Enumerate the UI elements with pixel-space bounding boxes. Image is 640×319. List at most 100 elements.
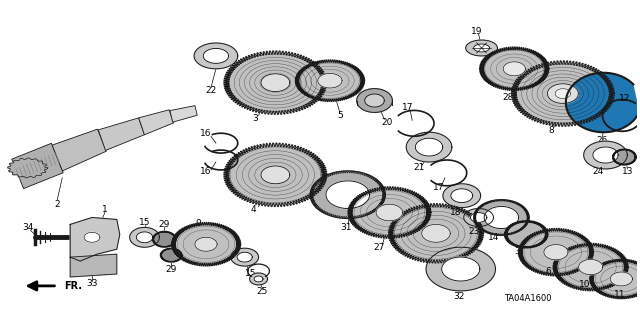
Polygon shape xyxy=(518,228,593,276)
Text: 3: 3 xyxy=(253,114,259,123)
Polygon shape xyxy=(422,225,451,242)
Polygon shape xyxy=(204,48,228,63)
Text: 32: 32 xyxy=(453,292,465,301)
Text: 28: 28 xyxy=(502,93,514,102)
Polygon shape xyxy=(479,47,549,91)
Text: 25: 25 xyxy=(257,287,268,296)
Polygon shape xyxy=(584,141,627,169)
Polygon shape xyxy=(474,200,529,235)
Polygon shape xyxy=(139,110,173,135)
Text: 34: 34 xyxy=(22,223,33,232)
Polygon shape xyxy=(356,89,392,112)
Text: 16: 16 xyxy=(200,129,212,138)
Polygon shape xyxy=(318,73,342,88)
Polygon shape xyxy=(310,171,385,219)
Text: 6: 6 xyxy=(545,266,551,276)
Polygon shape xyxy=(231,248,259,266)
Polygon shape xyxy=(464,209,493,226)
Text: 33: 33 xyxy=(86,279,98,288)
Polygon shape xyxy=(250,273,268,285)
Polygon shape xyxy=(484,206,518,228)
Polygon shape xyxy=(612,149,636,165)
Polygon shape xyxy=(195,237,217,251)
Text: 5: 5 xyxy=(337,111,342,120)
Polygon shape xyxy=(547,84,579,103)
Polygon shape xyxy=(152,231,176,247)
Text: 4: 4 xyxy=(251,205,257,214)
Polygon shape xyxy=(593,147,618,163)
Text: 8: 8 xyxy=(548,126,554,135)
Polygon shape xyxy=(553,243,628,291)
Text: 17: 17 xyxy=(401,103,413,112)
Polygon shape xyxy=(136,232,153,243)
Polygon shape xyxy=(611,272,632,286)
Text: TA04A1600: TA04A1600 xyxy=(504,294,552,303)
Polygon shape xyxy=(388,204,484,263)
Polygon shape xyxy=(442,257,480,281)
Text: 17: 17 xyxy=(433,183,445,192)
Polygon shape xyxy=(254,276,263,282)
Polygon shape xyxy=(376,204,403,221)
Text: 31: 31 xyxy=(340,223,351,232)
Polygon shape xyxy=(470,212,487,222)
Polygon shape xyxy=(466,40,497,56)
Text: 15: 15 xyxy=(139,218,150,227)
Polygon shape xyxy=(130,227,159,247)
Polygon shape xyxy=(406,132,452,162)
Polygon shape xyxy=(504,220,548,248)
Polygon shape xyxy=(511,61,614,126)
Polygon shape xyxy=(99,118,145,151)
Polygon shape xyxy=(70,218,120,261)
Text: 29: 29 xyxy=(166,264,177,273)
Text: 11: 11 xyxy=(614,290,625,299)
Text: 20: 20 xyxy=(381,118,393,127)
Polygon shape xyxy=(224,51,327,115)
Text: 14: 14 xyxy=(488,233,499,242)
Polygon shape xyxy=(426,247,495,291)
Text: 15: 15 xyxy=(245,270,257,278)
Polygon shape xyxy=(365,94,385,107)
Text: 23: 23 xyxy=(468,227,479,236)
Polygon shape xyxy=(170,106,197,122)
Polygon shape xyxy=(579,259,603,275)
Polygon shape xyxy=(474,44,490,52)
Polygon shape xyxy=(84,232,100,242)
Text: 2: 2 xyxy=(54,200,60,209)
Polygon shape xyxy=(172,222,241,266)
Text: 12: 12 xyxy=(619,94,630,103)
Polygon shape xyxy=(326,181,370,209)
Polygon shape xyxy=(503,62,525,76)
Polygon shape xyxy=(566,73,639,132)
Text: 16: 16 xyxy=(200,167,212,176)
Polygon shape xyxy=(589,259,640,299)
Polygon shape xyxy=(224,143,327,207)
Polygon shape xyxy=(12,143,63,189)
Polygon shape xyxy=(261,166,290,184)
Polygon shape xyxy=(415,138,443,156)
Text: 13: 13 xyxy=(621,167,633,176)
Text: 29: 29 xyxy=(159,220,170,229)
Polygon shape xyxy=(348,187,431,238)
Text: 19: 19 xyxy=(471,26,483,36)
Polygon shape xyxy=(555,89,571,99)
Polygon shape xyxy=(8,158,47,178)
Text: 26: 26 xyxy=(597,136,608,145)
Text: 30: 30 xyxy=(515,247,526,256)
Polygon shape xyxy=(544,245,568,260)
Text: 21: 21 xyxy=(413,163,425,173)
Polygon shape xyxy=(451,189,473,203)
Polygon shape xyxy=(443,184,481,208)
Text: FR.: FR. xyxy=(64,281,83,291)
Polygon shape xyxy=(261,74,290,92)
Text: 24: 24 xyxy=(592,167,603,176)
Polygon shape xyxy=(194,43,237,69)
Polygon shape xyxy=(237,252,252,262)
Text: 7: 7 xyxy=(426,264,432,273)
Text: 10: 10 xyxy=(579,280,591,289)
Text: 27: 27 xyxy=(374,243,385,252)
Polygon shape xyxy=(161,248,182,262)
Polygon shape xyxy=(295,60,365,101)
Text: 1: 1 xyxy=(102,205,108,214)
Text: 22: 22 xyxy=(205,86,216,95)
Polygon shape xyxy=(70,254,116,277)
